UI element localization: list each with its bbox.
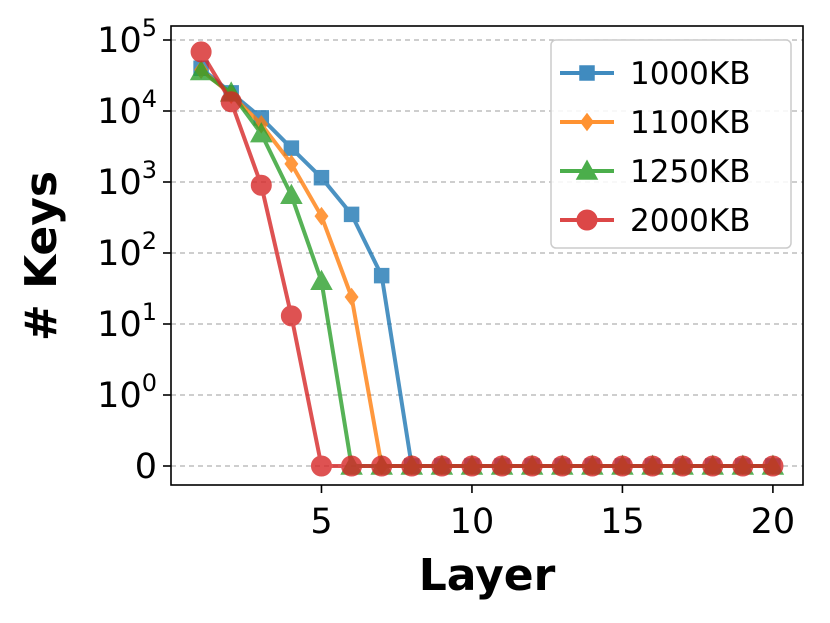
data-point-circle: [371, 455, 393, 477]
data-point-circle: [732, 455, 754, 477]
data-point-circle: [280, 305, 302, 327]
data-point-circle: [551, 455, 573, 477]
data-point-circle: [461, 455, 483, 477]
data-point-circle: [702, 455, 724, 477]
x-tick-label: 15: [600, 502, 645, 542]
data-point-triangle: [250, 122, 273, 143]
y-axis-label: # Keys: [16, 171, 67, 341]
data-point-diamond: [344, 287, 359, 307]
data-point-triangle: [575, 159, 599, 180]
data-point-square: [313, 169, 330, 186]
data-point-circle: [220, 91, 242, 113]
y-tick-label: 103: [97, 156, 157, 203]
data-point-diamond: [314, 206, 329, 226]
data-point-circle: [431, 455, 453, 477]
x-tick-label: 20: [751, 502, 796, 542]
data-point-circle: [762, 455, 784, 477]
data-point-diamond: [284, 154, 299, 174]
y-tick-label: 105: [97, 14, 157, 61]
data-point-square: [283, 140, 300, 156]
y-tick-label: 0: [135, 447, 157, 487]
data-point-circle: [310, 455, 333, 477]
x-tick-label: 10: [450, 502, 495, 542]
legend-swatch: [560, 112, 614, 132]
data-point-circle: [341, 455, 363, 477]
data-point-circle: [190, 41, 212, 63]
data-point-circle: [401, 455, 423, 477]
data-point-circle: [672, 455, 694, 477]
legend-label: 1100KB: [630, 105, 751, 141]
data-point-circle: [491, 455, 513, 477]
legend-label: 1250KB: [630, 154, 751, 190]
y-tick-label: 104: [97, 85, 157, 132]
legend-swatch: [560, 209, 614, 231]
legend-swatch: [560, 159, 614, 180]
data-point-circle: [641, 455, 664, 477]
series-2000KB: [190, 41, 784, 477]
plot-frame: [170, 25, 804, 486]
y-tick-label: 102: [97, 227, 157, 274]
series-lines: [189, 41, 785, 477]
y-tick-label: 101: [97, 298, 157, 345]
x-tick-label: 5: [310, 502, 332, 542]
data-point-triangle: [280, 183, 303, 205]
legend-swatch: [560, 65, 614, 81]
legend-label: 1000KB: [630, 56, 751, 92]
axis-ticks: 0 100 101 102 103 104 105 5 10 15 20: [97, 14, 795, 542]
data-point-circle: [611, 455, 633, 477]
x-axis-label: Layer: [419, 550, 556, 601]
data-point-triangle: [189, 59, 213, 81]
data-point-circle: [250, 174, 272, 196]
legend-label: 2000KB: [630, 203, 751, 239]
legend-box: [550, 39, 792, 249]
data-point-circle: [521, 455, 543, 477]
data-point-square: [373, 267, 390, 284]
legend: 1000KB 1100KB 1250KB 2000KB: [550, 39, 792, 249]
data-point-square: [579, 65, 595, 81]
data-point-square: [343, 206, 360, 223]
data-point-diamond: [580, 112, 594, 132]
y-tick-label: 100: [97, 369, 157, 416]
data-point-circle: [576, 209, 598, 231]
data-point-circle: [581, 455, 603, 477]
data-point-triangle: [310, 269, 333, 291]
